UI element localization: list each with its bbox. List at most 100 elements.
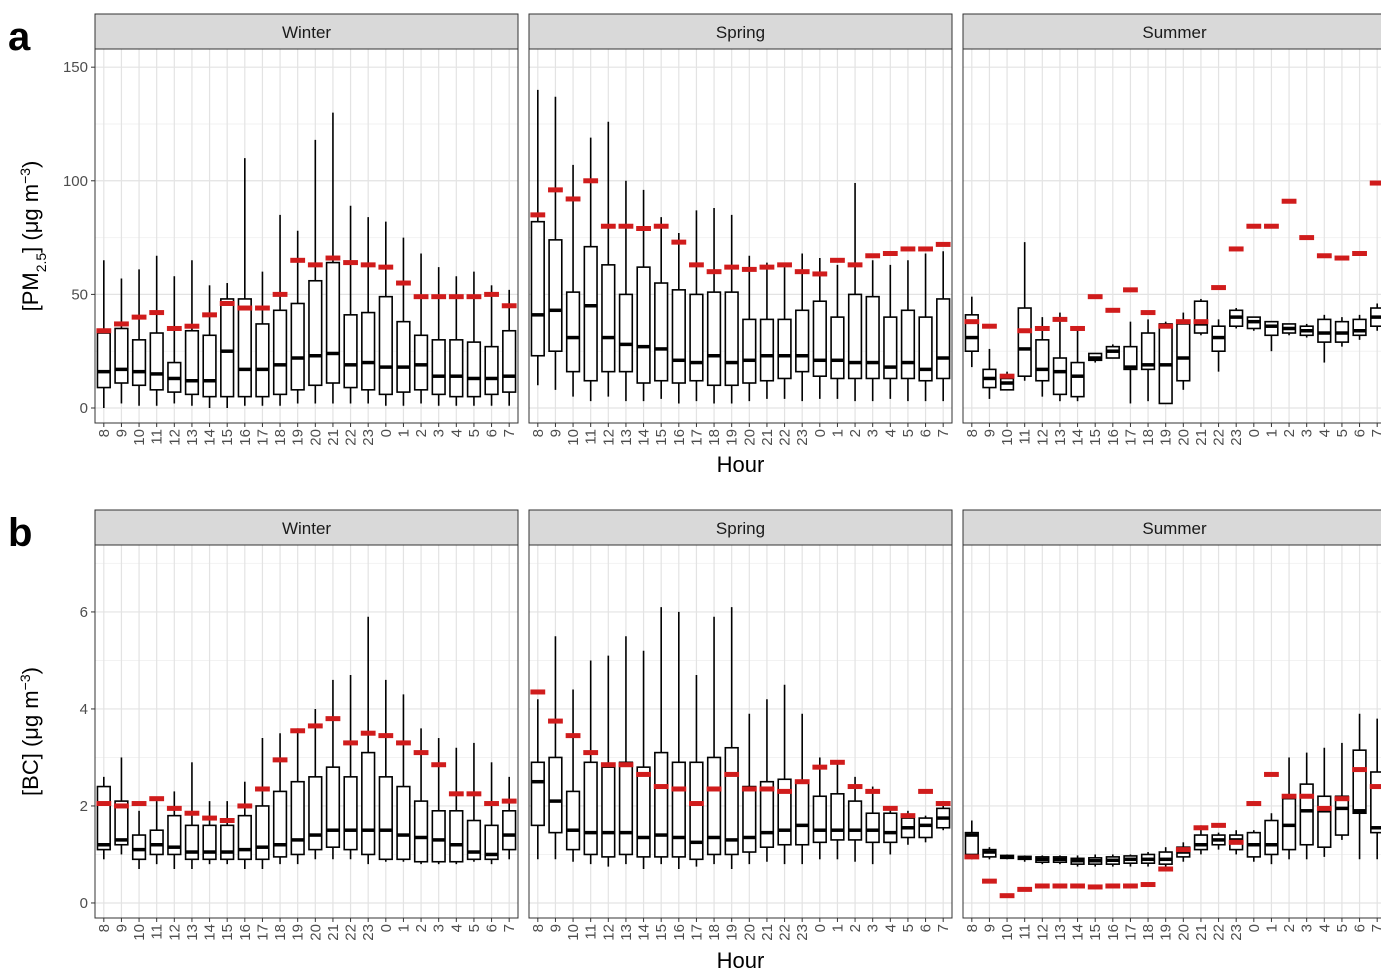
- box: [601, 264, 616, 373]
- box: [502, 329, 517, 393]
- x-tick-label: 15: [219, 924, 236, 941]
- mean-marker: [1246, 223, 1262, 229]
- mean-marker: [396, 280, 411, 286]
- box: [378, 295, 393, 396]
- strip-title: Winter: [282, 23, 331, 42]
- box: [636, 766, 651, 858]
- x-tick-label: 15: [1087, 924, 1104, 941]
- x-tick-label: 2: [413, 429, 430, 437]
- x-tick-label: 22: [1211, 429, 1228, 446]
- box: [830, 316, 845, 380]
- x-tick-label: 0: [378, 429, 395, 437]
- box: [654, 282, 669, 382]
- box: [618, 293, 634, 373]
- x-tick-label: 8: [96, 429, 113, 437]
- y-axis-title-part: −3: [17, 674, 33, 690]
- box: [396, 320, 411, 393]
- mean-marker: [396, 740, 411, 746]
- x-tick-label: 19: [290, 924, 307, 941]
- x-tick-label: 21: [325, 924, 342, 941]
- mean-marker: [1175, 319, 1191, 325]
- x-tick-label: 12: [600, 924, 617, 941]
- x-tick-label: 9: [547, 429, 564, 437]
- mean-marker: [448, 791, 464, 797]
- box: [865, 812, 880, 844]
- mean-marker: [1281, 793, 1297, 799]
- strip-title: Spring: [716, 519, 765, 538]
- mean-marker: [307, 262, 323, 268]
- box: [1264, 320, 1279, 337]
- box: [847, 293, 863, 380]
- mean-marker: [671, 786, 687, 792]
- mean-marker: [600, 223, 616, 229]
- box: [290, 780, 305, 856]
- x-tick-label: 19: [724, 429, 741, 446]
- x-tick-label: 18: [706, 924, 723, 941]
- plot-background: [529, 49, 952, 423]
- mean-marker: [1105, 883, 1121, 889]
- x-tick-label: 18: [706, 429, 723, 446]
- x-tick-label: 11: [149, 429, 166, 445]
- box: [1317, 795, 1332, 848]
- box: [1299, 783, 1314, 846]
- x-tick-label: 16: [671, 429, 688, 446]
- x-tick-label: 14: [1070, 429, 1087, 446]
- x-tick-label: 20: [1175, 429, 1192, 446]
- x-tick-label: 22: [1211, 924, 1228, 941]
- box: [812, 795, 827, 844]
- x-tick-label: 21: [759, 924, 776, 941]
- x-tick-label: 4: [1316, 924, 1333, 932]
- mean-marker: [1052, 883, 1068, 889]
- mean-marker: [1140, 882, 1156, 888]
- mean-marker: [1158, 866, 1174, 872]
- mean-marker: [759, 264, 775, 270]
- mean-marker: [219, 300, 235, 306]
- x-tick-label: 19: [1158, 924, 1175, 941]
- x-tick-label: 6: [484, 924, 501, 932]
- strip-title: Winter: [282, 519, 331, 538]
- plot-area: [529, 49, 952, 423]
- x-tick-label: 7: [1369, 429, 1381, 437]
- box: [272, 309, 288, 396]
- mean-marker: [865, 788, 881, 794]
- x-tick-label: 4: [448, 429, 465, 437]
- y-axis-title-part: ): [18, 161, 43, 168]
- box: [654, 751, 669, 858]
- mean-marker: [184, 323, 200, 329]
- mean-marker: [360, 730, 376, 736]
- plot-background: [95, 49, 518, 423]
- box: [583, 245, 598, 382]
- x-tick-label: 8: [964, 924, 981, 932]
- mean-marker: [882, 250, 898, 256]
- mean-marker: [166, 805, 182, 811]
- mean-marker: [1246, 801, 1262, 807]
- x-tick-label: 9: [547, 924, 564, 932]
- panel-label: b: [8, 511, 32, 555]
- box: [883, 812, 898, 844]
- y-tick-label: 6: [80, 604, 88, 621]
- x-tick-label: 8: [530, 924, 547, 932]
- x-tick-label: 6: [484, 429, 501, 437]
- box: [936, 298, 951, 380]
- x-tick-label: 5: [466, 429, 483, 437]
- x-tick-label: 0: [1246, 429, 1263, 437]
- x-tick-label: 19: [724, 924, 741, 941]
- y-axis-title: [PM2.5] (μg m−3): [17, 161, 49, 312]
- mean-marker: [671, 239, 687, 245]
- box: [724, 291, 739, 387]
- mean-marker: [653, 784, 669, 790]
- box: [742, 318, 757, 384]
- x-tick-label: 14: [202, 429, 219, 446]
- x-tick-label: 17: [254, 429, 271, 446]
- x-tick-label: 11: [583, 429, 600, 445]
- mean-marker: [272, 291, 288, 297]
- mean-marker: [865, 253, 881, 259]
- x-tick-label: 5: [1334, 924, 1351, 932]
- x-tick-label: 20: [1175, 924, 1192, 941]
- x-tick-label: 5: [466, 924, 483, 932]
- box: [431, 339, 446, 396]
- box: [830, 793, 845, 841]
- box: [255, 323, 270, 398]
- mean-marker: [1299, 235, 1315, 241]
- x-tick-label: 11: [1017, 429, 1034, 445]
